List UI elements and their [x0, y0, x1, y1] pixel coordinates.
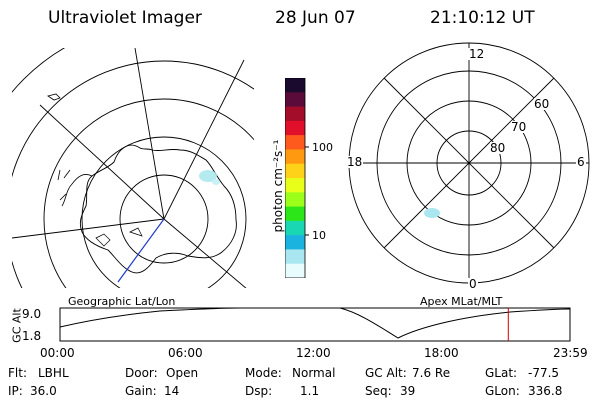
colorbar-stripe — [285, 206, 305, 222]
status-door-value: Open — [166, 366, 199, 380]
status-gain-value: 14 — [164, 384, 180, 398]
status-seq-key: Seq: — [365, 384, 392, 398]
geographic-map — [12, 48, 254, 288]
ground-track — [117, 218, 165, 283]
status-gcalt-value: 7.6 Re — [412, 366, 451, 380]
status-dsp-key: Dsp: — [245, 384, 273, 398]
timeline-y-tick-max: 9.0 — [22, 307, 42, 321]
colorbar-tick-100: 100 — [312, 141, 333, 154]
status-gain-key: Gain: — [125, 384, 157, 398]
island-outline — [47, 93, 61, 101]
map-grid — [12, 48, 254, 288]
timeline-x-tick-4: 23:59 — [553, 346, 588, 360]
status-flt-value: LBHL — [38, 366, 69, 380]
timeline-x-tick-0: 00:00 — [40, 346, 75, 360]
mlat-mlt-map — [348, 42, 590, 284]
mlt-label-0: 0 — [468, 277, 478, 291]
colorbar-stripe — [285, 235, 305, 250]
status-glat-value: -77.5 — [528, 366, 560, 380]
mlat-map-label: Apex MLat/MLT — [420, 295, 503, 308]
status-ip-key: IP: — [8, 384, 23, 398]
date-label: 28 Jun 07 — [275, 8, 356, 28]
colorbar-tick-10: 10 — [312, 229, 326, 242]
auroral-patch-left-small — [212, 179, 220, 185]
status-seq-value: 39 — [400, 384, 416, 398]
status-mode-key: Mode: — [245, 366, 282, 380]
colorbar-stripe — [285, 192, 305, 208]
mlt-label-18: 18 — [346, 155, 364, 169]
auroral-patch-left — [199, 170, 217, 182]
status-glon-key: GLon: — [485, 384, 520, 398]
timeline-y-tick-min: 1.8 — [22, 329, 42, 343]
ice-shelf-outline — [95, 227, 143, 247]
mlat-label-60: 60 — [534, 97, 550, 111]
timeline-plot — [59, 307, 571, 342]
status-ip-value: 36.0 — [30, 384, 57, 398]
mlat-label-70: 70 — [511, 120, 527, 134]
geographic-map-label: Geographic Lat/Lon — [68, 295, 176, 308]
auroral-patch-right — [424, 208, 440, 218]
altitude-curve — [59, 307, 571, 339]
status-gcalt-key: GC Alt: — [365, 366, 407, 380]
mlt-label-12: 12 — [468, 47, 486, 61]
status-flt-key: Flt: — [8, 366, 27, 380]
timeline-x-tick-3: 18:00 — [424, 346, 459, 360]
status-door-key: Door: — [125, 366, 158, 380]
status-glat-key: GLat: — [485, 366, 518, 380]
colorbar-stripe — [285, 78, 305, 93]
colorbar-stripe — [285, 249, 305, 265]
colorbar-gradient — [285, 78, 305, 278]
status-glon-value: 336.8 — [528, 384, 563, 398]
colorbar-stripe — [285, 178, 305, 193]
mlt-label-6: 6 — [576, 155, 586, 169]
peninsula-outline — [57, 169, 93, 207]
timeline-x-tick-1: 06:00 — [168, 346, 203, 360]
colorbar-stripe — [285, 92, 305, 108]
colorbar-unit-label: photon cm⁻²s⁻¹ — [271, 139, 285, 233]
time-label: 21:10:12 UT — [430, 8, 535, 28]
mlat-label-80: 80 — [490, 141, 506, 155]
colorbar-stripe — [285, 263, 305, 278]
colorbar-stripe — [285, 163, 305, 179]
coastline-outline — [79, 144, 237, 274]
timeline-x-tick-2: 12:00 — [296, 346, 331, 360]
colorbar-stripe — [285, 149, 305, 165]
status-mode-value: Normal — [292, 366, 336, 380]
colorbar — [285, 78, 309, 278]
colorbar-stripe — [285, 135, 305, 150]
colorbar-stripe — [285, 120, 305, 136]
colorbar-stripe — [285, 220, 305, 236]
status-dsp-value: 1.1 — [300, 384, 320, 398]
colorbar-stripe — [285, 106, 305, 122]
instrument-title: Ultraviolet Imager — [48, 8, 202, 28]
